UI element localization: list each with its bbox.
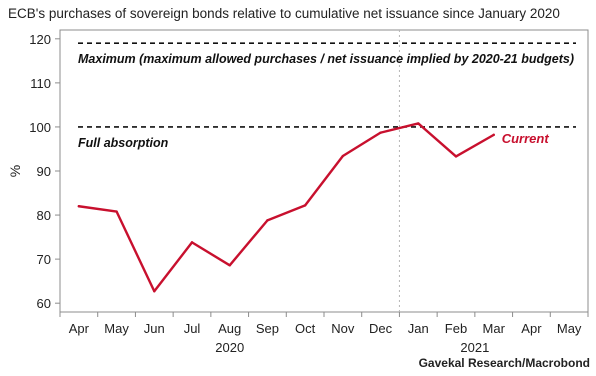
data-point xyxy=(115,210,118,213)
x-tick-label: Apr xyxy=(521,321,542,336)
y-tick-label: 100 xyxy=(29,120,51,135)
x-tick-label: Jul xyxy=(184,321,201,336)
series-label: Current xyxy=(502,131,550,146)
x-tick-label: Feb xyxy=(445,321,467,336)
reference-line-label: Full absorption xyxy=(78,136,169,150)
x-tick-label: Jun xyxy=(144,321,165,336)
chart-title: ECB's purchases of sovereign bonds relat… xyxy=(8,6,560,21)
x-tick-label: May xyxy=(104,321,129,336)
x-tick-label: May xyxy=(557,321,582,336)
y-tick-label: 60 xyxy=(37,296,51,311)
data-point xyxy=(492,133,495,137)
y-tick-label: 110 xyxy=(30,76,51,91)
data-point xyxy=(228,264,231,267)
series-layer: Current xyxy=(77,122,550,293)
data-point xyxy=(303,204,307,207)
y-tick-label: 120 xyxy=(29,32,51,47)
x-tick-label: Oct xyxy=(295,321,316,336)
year-label: 2021 xyxy=(460,340,489,355)
x-tick-label: Dec xyxy=(369,321,393,336)
y-axis: 60 70 80 90 100 110 120 xyxy=(29,32,60,311)
x-tick-label: Mar xyxy=(483,321,506,336)
data-point xyxy=(77,205,81,208)
x-tick-label: Apr xyxy=(69,321,90,336)
data-point xyxy=(341,154,345,158)
plot-frame xyxy=(59,29,589,313)
data-point xyxy=(266,219,269,222)
source-credit: Gavekal Research/Macrobond xyxy=(418,356,590,370)
data-point xyxy=(153,290,156,293)
series-line xyxy=(77,122,495,293)
data-point xyxy=(190,241,194,244)
x-tick-label: Nov xyxy=(331,321,355,336)
data-point xyxy=(417,122,420,125)
x-tick-label: Sep xyxy=(256,321,279,336)
data-point xyxy=(454,155,458,158)
reference-line-label: Maximum (maximum allowed purchases / net… xyxy=(78,52,574,66)
x-axis: Apr May Jun Jul Aug Sep Oct Nov Dec Jan Feb Mar Apr M… xyxy=(59,30,589,355)
y-tick-label: 80 xyxy=(37,208,51,223)
year-label: 2020 xyxy=(215,340,244,355)
y-tick-label: 90 xyxy=(37,164,51,179)
y-axis-label: % xyxy=(7,165,23,177)
y-tick-label: 70 xyxy=(37,252,51,267)
x-tick-label: Jan xyxy=(408,321,429,336)
x-tick-label: Aug xyxy=(218,321,241,336)
data-point xyxy=(379,131,382,134)
reference-lines: Maximum (maximum allowed purchases / net… xyxy=(78,42,576,150)
